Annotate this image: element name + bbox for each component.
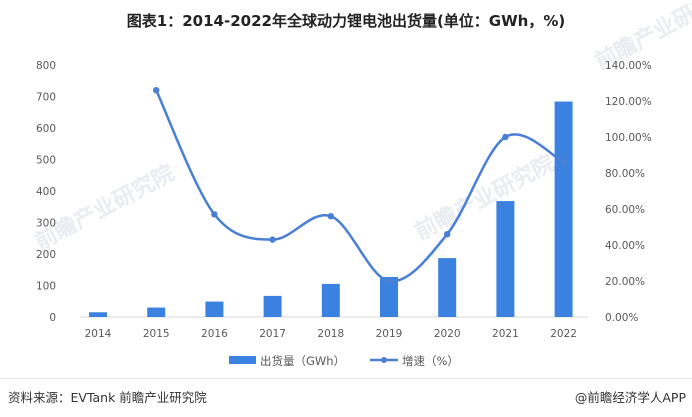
bar-2019	[380, 276, 398, 317]
left-axis-tick: 400	[36, 186, 56, 198]
right-axis-tick: 80.00%	[605, 168, 645, 180]
growth-point	[385, 277, 393, 285]
x-axis-tick: 2018	[317, 328, 344, 340]
line-series-growth	[153, 87, 567, 285]
right-axis-tick: 100.00%	[605, 132, 652, 144]
x-axis-tick: 2020	[434, 328, 461, 340]
right-axis-tick: 120.00%	[605, 96, 652, 108]
right-axis: 0.00% 20.00% 40.00% 60.00% 80.00% 100.00% 120.…	[605, 60, 652, 324]
left-axis-tick: 800	[36, 60, 56, 72]
credit-note: @前瞻经济学人APP	[574, 390, 686, 405]
right-axis-tick: 40.00%	[605, 240, 645, 252]
growth-point	[327, 213, 334, 220]
chart-title: 图表1：2014-2022年全球动力锂电池出货量(单位：GWh，%)	[126, 12, 566, 30]
growth-point	[444, 231, 451, 238]
legend-bar-swatch	[229, 356, 256, 364]
legend: 出货量（GWh） 增速（%）	[229, 354, 459, 368]
bar-2016	[205, 301, 224, 317]
footer-divider	[0, 378, 692, 379]
left-axis-tick: 500	[36, 155, 56, 167]
growth-point	[211, 211, 218, 218]
x-axis-tick: 2015	[143, 328, 170, 340]
watermark-text: 前瞻产业研究院	[31, 160, 179, 255]
right-axis-tick: 20.00%	[605, 276, 645, 288]
bar-2014	[89, 312, 107, 317]
growth-point	[269, 236, 276, 243]
growth-point	[502, 133, 509, 141]
x-axis-tick: 2022	[550, 328, 577, 340]
x-axis-tick: 2017	[259, 328, 286, 340]
bar-2021	[496, 201, 515, 317]
left-axis-tick: 200	[36, 249, 56, 261]
bar-2017	[263, 295, 282, 317]
growth-point	[153, 87, 160, 94]
left-axis-tick: 600	[36, 123, 56, 135]
bar-2018	[321, 283, 340, 317]
right-axis-tick: 140.00%	[605, 60, 652, 72]
legend-line-marker	[381, 357, 387, 363]
left-axis-tick: 100	[36, 281, 56, 293]
legend-line-label: 增速（%）	[402, 354, 459, 368]
x-axis-tick: 2021	[492, 328, 519, 340]
bar-2020	[438, 258, 457, 317]
source-note: 资料来源：EVTank 前瞻产业研究院	[8, 390, 207, 405]
x-axis: 2014 2015 2016 2017 2018 2019 2020 2021 2022	[85, 328, 577, 340]
bar-2022	[554, 101, 573, 317]
x-axis-tick: 2016	[201, 328, 228, 340]
x-axis-tick: 2014	[85, 328, 112, 340]
right-axis-tick: 0.00%	[605, 312, 638, 324]
bar-2015	[147, 307, 166, 317]
left-axis-tick: 700	[36, 92, 56, 104]
growth-point	[560, 159, 567, 166]
bar-series-shipments	[89, 101, 573, 317]
legend-bar-label: 出货量（GWh）	[260, 354, 345, 368]
x-axis-tick: 2019	[376, 328, 403, 340]
left-axis-tick: 300	[36, 218, 56, 230]
right-axis-tick: 60.00%	[605, 204, 645, 216]
left-axis-tick: 0	[49, 312, 56, 324]
left-axis: 0 100 200 300 400 500 600 700 800	[36, 60, 56, 324]
